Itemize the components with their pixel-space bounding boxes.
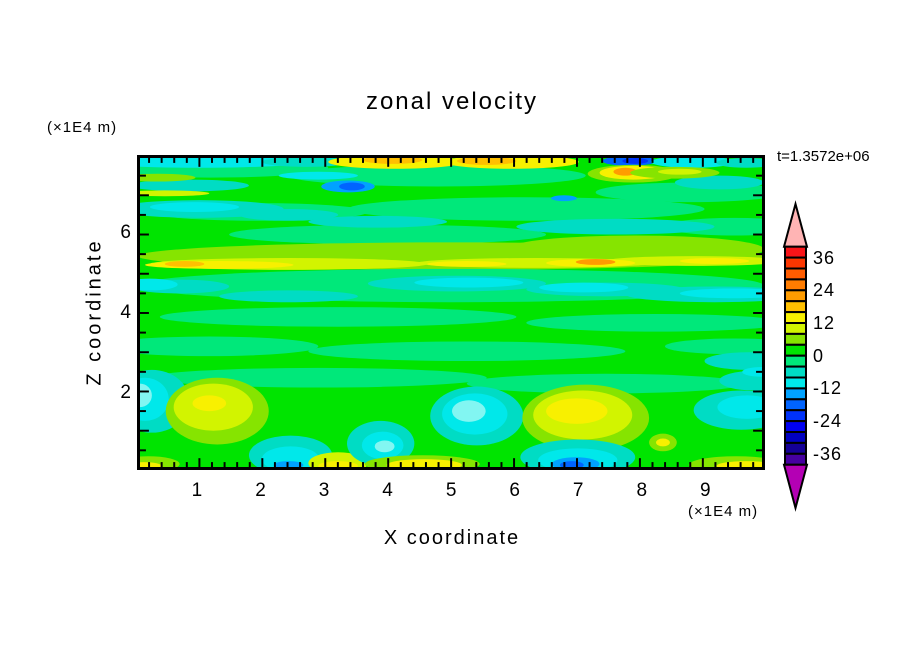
contour-blob <box>219 290 358 303</box>
contour-blob <box>526 313 762 332</box>
colorbar-segment <box>784 300 807 314</box>
contour-blob <box>539 282 629 293</box>
contour-blob <box>140 179 249 192</box>
colorbar-segment <box>784 441 807 455</box>
x-tick-label: 6 <box>509 480 520 501</box>
colorbar-tick-label: 24 <box>813 280 836 301</box>
colorbar-segment <box>784 387 807 401</box>
x-tick-label: 2 <box>255 480 266 501</box>
contour-blob <box>656 438 670 447</box>
contour-blob <box>261 446 320 467</box>
y-tick-label: 4 <box>120 302 131 323</box>
colorbar-segment <box>784 311 807 324</box>
colorbar-segment <box>784 452 807 466</box>
contour-blob <box>278 171 358 180</box>
y-tick-label: 6 <box>120 222 131 243</box>
contour-blob <box>704 352 762 370</box>
colorbar-segment <box>784 409 807 423</box>
contour-blob <box>622 158 649 164</box>
x-axis-title: X coordinate <box>383 527 521 549</box>
contour-blob <box>664 338 762 355</box>
colorbar-segment <box>784 376 807 390</box>
contour-blob <box>386 459 462 467</box>
contour-blob <box>506 235 762 263</box>
contour-blob <box>466 373 745 394</box>
contour-blob <box>362 158 423 164</box>
x-tick-label: 7 <box>572 480 584 501</box>
contour-blob <box>308 215 448 228</box>
contour-field <box>140 158 762 467</box>
colorbar-tick-label: -12 <box>813 378 843 399</box>
contour-blob <box>164 261 205 267</box>
y-axis-units-label: (×1E4 m) <box>47 119 118 136</box>
colorbar-tick-label: 36 <box>813 247 836 268</box>
contour-blob <box>575 259 616 265</box>
colorbar-over-arrow <box>782 200 809 248</box>
colorbar-segment <box>784 267 807 281</box>
colorbar-segment <box>784 420 807 434</box>
timestamp-label: t=1.3572e+06 <box>777 148 870 165</box>
colorbar-segment <box>784 245 807 259</box>
colorbar-segment <box>784 322 807 335</box>
contour-blob <box>149 202 240 212</box>
contour-blob <box>140 462 162 467</box>
contour-plot-area <box>137 155 765 470</box>
contour-blob <box>717 395 762 419</box>
contour-blob <box>651 158 735 168</box>
x-tick-label: 9 <box>699 480 711 501</box>
contour-blob <box>414 277 524 288</box>
contour-blob <box>339 182 365 191</box>
colorbar-segment <box>784 343 807 357</box>
colorbar-tick-label: 12 <box>813 313 836 333</box>
contour-blob <box>451 400 486 422</box>
colorbar-segment <box>784 365 807 379</box>
colorbar-segment <box>784 354 807 368</box>
contour-blob <box>159 307 517 327</box>
contour-blob <box>347 197 705 221</box>
y-tick-label: 2 <box>120 382 131 403</box>
colorbar-segment <box>784 332 807 346</box>
x-tick-label: 1 <box>191 480 203 501</box>
colorbar-tick-label: 0 <box>813 345 825 366</box>
contour-blob <box>192 395 227 412</box>
contour-blob <box>546 398 608 424</box>
contour-blob <box>140 278 178 291</box>
colorbar-segment <box>784 398 807 412</box>
colorbar-segment <box>784 289 807 303</box>
x-tick-label: 4 <box>382 480 393 501</box>
x-tick-label: 8 <box>636 480 648 501</box>
contour-blob <box>140 336 319 357</box>
contour-blob <box>679 258 750 264</box>
colorbar-tick-label: -24 <box>813 411 843 432</box>
contour-blob <box>679 288 762 299</box>
colorbar <box>782 200 809 512</box>
colorbar-segment <box>784 256 807 270</box>
colorbar-under-arrow <box>782 463 809 512</box>
contour-blob <box>239 209 339 221</box>
contour-blob <box>374 440 395 453</box>
contour-blob <box>288 164 586 187</box>
colorbar-segment <box>784 431 807 444</box>
colorbar-segment <box>784 278 807 292</box>
contour-blob <box>427 261 507 267</box>
x-tick-label: 3 <box>318 480 330 501</box>
contour-blob <box>742 366 762 377</box>
contour-blob <box>140 190 210 197</box>
contour-blob <box>140 173 196 182</box>
contour-blob <box>658 168 702 175</box>
chart-title: zonal velocity <box>365 88 539 115</box>
colorbar-tick-label: -36 <box>813 443 843 464</box>
contour-blob <box>516 218 715 235</box>
x-tick-label: 5 <box>445 480 457 501</box>
x-axis-units-label: (×1E4 m) <box>688 503 759 520</box>
contour-blob <box>551 195 577 202</box>
contour-blob <box>261 158 351 167</box>
contour-blob <box>140 383 152 408</box>
contour-blob <box>229 224 547 245</box>
contour-blob <box>273 461 304 467</box>
contour-blob <box>308 341 626 362</box>
contour-blob <box>674 175 762 190</box>
